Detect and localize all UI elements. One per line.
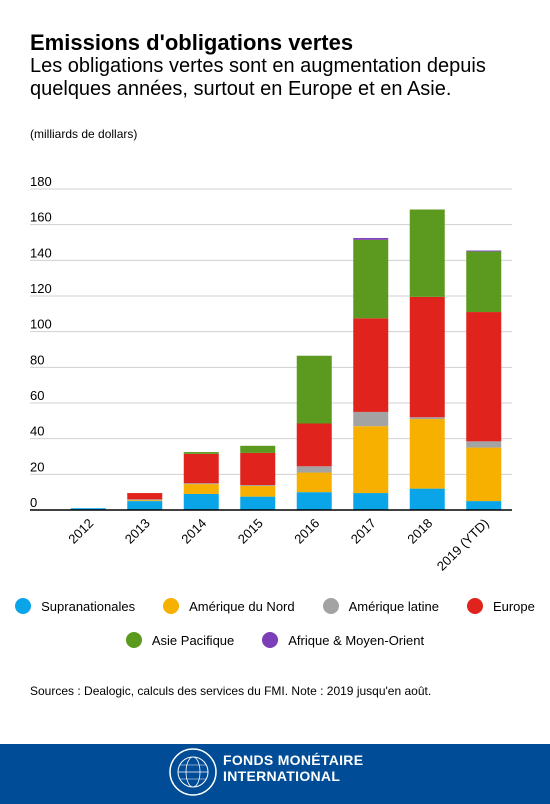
y-tick-label-120: 120 (30, 281, 52, 296)
bar-segment-2014-series-3 (183, 453, 219, 484)
bar-segment-2015-series-0 (240, 496, 276, 510)
y-tick-label-160: 160 (30, 210, 52, 225)
legend-swatch-europe (466, 598, 483, 614)
bar-segment-2013-series-0 (127, 501, 163, 510)
legend-label-europe: Europe (492, 598, 535, 614)
unit-label: (milliards de dollars) (30, 127, 138, 141)
y-tick-label-140: 140 (30, 245, 52, 260)
legend-swatch-amerique-latine (322, 598, 339, 614)
bar-segment-2014-series-4 (183, 452, 219, 454)
imf-footer: FONDS MONÉTAIRE INTERNATIONAL (0, 744, 550, 804)
x-tick-label-7: 2019 (YTD) (434, 516, 492, 574)
bar-segment-2019-ytd--series-3 (466, 312, 502, 442)
bar-segment-2017-series-4 (353, 239, 389, 319)
legend-item-amerique-du-nord: Amérique du Nord (163, 598, 295, 614)
legend-swatch-supranationales (15, 598, 32, 614)
imf-seal-icon (169, 748, 217, 796)
x-tick-label-1: 2013 (122, 516, 153, 547)
bar-segment-2019-ytd--series-0 (466, 501, 502, 510)
bar-segment-2019-ytd--series-1 (466, 447, 502, 502)
legend-swatch-afrique-moyen-orient (262, 632, 279, 648)
bar-segment-2018-series-1 (409, 419, 445, 489)
imf-org-line-1: FONDS MONÉTAIRE (223, 752, 364, 768)
bar-segment-2014-series-2 (183, 483, 219, 485)
legend-row-2: Asie Pacifique Afrique & Moyen-Orient (0, 632, 550, 648)
y-tick-label-180: 180 (30, 174, 52, 189)
bar-segment-2016-series-4 (296, 355, 332, 424)
legend-item-afrique-moyen-orient: Afrique & Moyen-Orient (262, 632, 424, 648)
legend-swatch-asie-pacifique (125, 632, 142, 648)
y-tick-label-20: 20 (30, 459, 44, 474)
legend-item-amerique-latine: Amérique latine (322, 598, 439, 614)
bar-segment-2017-series-0 (353, 493, 389, 510)
bar-segment-2015-series-1 (240, 485, 276, 497)
bar-segment-2016-series-1 (296, 472, 332, 493)
bar-segment-2018-series-2 (409, 417, 445, 420)
bar-segment-2018-series-4 (409, 209, 445, 297)
legend-label-supranationales: Supranationales (41, 598, 136, 614)
bar-segment-2017-series-5 (353, 238, 389, 240)
bar-segment-2014-series-1 (183, 484, 219, 494)
bar-segment-2019-ytd--series-2 (466, 441, 502, 448)
bar-segment-2013-series-3 (127, 493, 163, 500)
x-tick-label-6: 2018 (404, 516, 435, 547)
y-tick-label-100: 100 (30, 317, 52, 332)
chart-title: Emissions d'obligations vertes (30, 30, 354, 55)
y-tick-label-0: 0 (30, 495, 37, 510)
legend-label-amerique-latine: Amérique latine (348, 598, 439, 614)
bar-segment-2013-series-2 (127, 499, 163, 501)
x-tick-label-4: 2016 (291, 516, 322, 547)
bar-segment-2017-series-3 (353, 318, 389, 412)
imf-org-line-2: INTERNATIONAL (223, 768, 341, 784)
imf-org-name: FONDS MONÉTAIRE INTERNATIONAL (223, 752, 423, 784)
stacked-bar-chart: 0 20 40 60 80 100 120 140 160 180 2012 2013 2014 2015… (30, 174, 512, 574)
legend-item-supranationales: Supranationales (15, 598, 135, 614)
bar-segment-2016-series-2 (296, 466, 332, 473)
bar-segment-2016-series-3 (296, 423, 332, 467)
x-tick-label-2: 2014 (178, 516, 209, 547)
y-tick-label-60: 60 (30, 388, 44, 403)
legend-item-asie-pacifique: Asie Pacifique (125, 632, 235, 648)
bar-segment-2015-series-2 (240, 485, 276, 486)
legend-label-asie-pacifique: Asie Pacifique (151, 632, 235, 648)
x-tick-label-0: 2012 (65, 516, 96, 547)
y-tick-label-40: 40 (30, 424, 44, 439)
bar-segment-2018-series-3 (409, 296, 445, 418)
legend-swatch-amerique-du-nord (163, 598, 180, 614)
bar-segment-2014-series-0 (183, 493, 219, 510)
legend-row-1: Supranationales Amérique du Nord Amériqu… (0, 598, 550, 614)
bar-segment-2018-series-0 (409, 488, 445, 510)
x-tick-label-5: 2017 (348, 516, 379, 547)
bar-segment-2019-ytd--series-5 (466, 250, 502, 252)
bar-segment-2017-series-2 (353, 411, 389, 427)
bar-segment-2015-series-4 (240, 445, 276, 453)
bar-segment-2015-series-3 (240, 452, 276, 486)
y-tick-label-80: 80 (30, 352, 44, 367)
bar-segment-2016-series-0 (296, 492, 332, 510)
x-tick-label-3: 2015 (235, 516, 266, 547)
bar-segment-2013-series-1 (127, 500, 163, 502)
legend-item-europe: Europe (466, 598, 535, 614)
bar-segment-2012-series-0 (70, 508, 106, 510)
source-note: Sources : Dealogic, calculs des services… (30, 684, 432, 698)
chart-subtitle: Les obligations vertes sont en augmentat… (30, 55, 486, 100)
bar-segment-2019-ytd--series-4 (466, 251, 502, 313)
legend-label-afrique-moyen-orient: Afrique & Moyen-Orient (288, 632, 425, 648)
bar-segment-2017-series-1 (353, 426, 389, 494)
legend-label-amerique-du-nord: Amérique du Nord (189, 598, 295, 614)
